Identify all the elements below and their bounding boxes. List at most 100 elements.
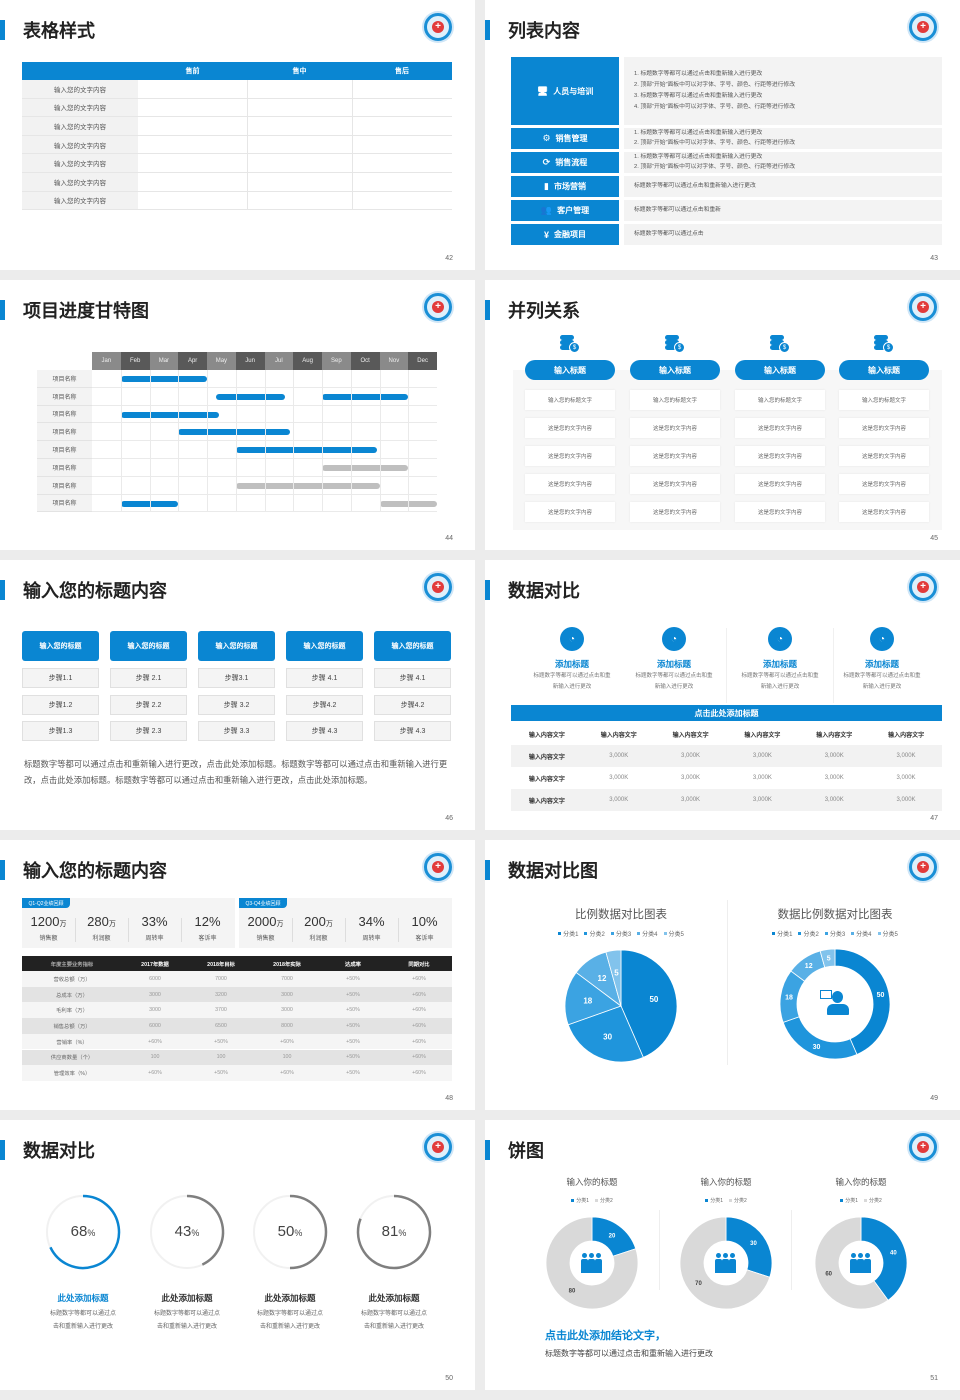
column-title-pill: 输入标题: [735, 360, 825, 380]
table-cell: +60%: [412, 1007, 426, 1014]
step-box: 步骤 3.2: [198, 695, 275, 715]
page-number: 43: [930, 255, 938, 262]
person-body: [722, 1259, 729, 1273]
page-number: 42: [445, 255, 453, 262]
legend-label: 分类1: [777, 932, 793, 938]
logo: +: [424, 1133, 452, 1161]
step-box: 步骤1.3: [22, 721, 99, 741]
legend-swatch: [705, 1199, 709, 1202]
row-label: 输入您的文字内容: [22, 117, 138, 136]
coins-icon: $: [770, 335, 790, 353]
kpi-label: 周转率: [145, 936, 164, 942]
slide-title: 列表内容: [508, 21, 580, 41]
table-cell: 输入内容文字: [528, 798, 565, 805]
ring-title: 此处添加标题: [57, 1293, 109, 1303]
kpi-value: 2000 万: [239, 914, 292, 929]
table-header-cell: 输入内容文字: [816, 732, 853, 739]
table-cell: 总成本（万）: [56, 992, 88, 999]
ring-title: 此处添加标题: [264, 1293, 316, 1303]
table-header-cell: 同期对比: [408, 961, 430, 968]
legend-item: 分类3: [610, 929, 631, 938]
table-cell: 3,000K: [824, 797, 844, 803]
value-number: 12%: [194, 914, 221, 929]
item-description: 1. 标题数字等都可以通过点击和重新输入进行更改 2. 顶部“开始”面板中可以对字…: [624, 128, 942, 149]
month-header: Jul: [264, 352, 294, 370]
legend-label: 分类2: [803, 932, 819, 938]
table-cell: 7000: [281, 975, 293, 982]
kpi-value: 12%: [181, 914, 234, 929]
person-head: [716, 1253, 721, 1258]
kpi-value: 1200 万: [22, 914, 75, 929]
table-cell: 100: [216, 1054, 226, 1061]
column-cell: 这是您的文字内容: [525, 474, 615, 494]
person-body: [729, 1259, 736, 1273]
divider: [727, 900, 728, 1065]
table-cell: 3,000K: [609, 797, 629, 803]
slide-title: 输入您的标题内容: [23, 581, 167, 601]
cell-divider: [247, 154, 248, 173]
kpi-label: 周转率: [362, 936, 381, 942]
table-row: [22, 1065, 452, 1081]
coin-layer: [665, 335, 679, 340]
legend-swatch: [584, 932, 588, 935]
gantt-row-label: 项目名称: [37, 459, 92, 477]
page-number: 44: [445, 535, 453, 542]
kpi-divider: [292, 918, 293, 942]
value-number: 81: [381, 1223, 399, 1240]
legend-label: 分类5: [882, 932, 898, 938]
accent-bar: [0, 20, 5, 40]
legend-item: 分类4: [851, 929, 872, 938]
table-cell: 6000: [149, 1022, 161, 1029]
legend-swatch: [595, 1199, 598, 1202]
month-header: Jan: [92, 352, 121, 370]
person-body: [857, 1259, 864, 1273]
kpi-divider: [345, 918, 346, 942]
donut-charts: 20 80 30 70 40 60: [545, 1216, 908, 1310]
value-unit: 万: [325, 920, 333, 928]
accent-bar: [485, 20, 490, 40]
accent-bar: [0, 1140, 5, 1160]
gantt-bar: [120, 411, 219, 418]
logo: +: [909, 853, 937, 881]
kpi-value: 34%: [345, 914, 398, 929]
table-cell: +50%: [346, 991, 360, 998]
list-item-4: ▮ 市场营销: [511, 176, 619, 197]
row-label: 输入您的文字内容: [22, 173, 138, 192]
legend-label: 分类4: [856, 932, 872, 938]
table-row: [22, 99, 452, 118]
slide-steps: 输入您的标题内容 + 标题数字等都可以通过点击和重新输入进行更改，点击此处添加标题。…: [0, 560, 475, 830]
description-line: 1. 标题数字等都可以通过点击和重新输入进行更改: [634, 71, 763, 77]
value-number: 33%: [141, 914, 168, 929]
month-header: May: [207, 352, 236, 370]
table-cell: 8000: [281, 1022, 293, 1029]
kpi-divider: [398, 918, 399, 942]
step-box: 步骤 4.1: [286, 668, 363, 688]
description-line: 4. 顶部“开始”面板中可以对字体、字号、颜色、行距等进行修改: [634, 104, 796, 110]
column-title-pill: 输入标题: [525, 360, 615, 380]
kpi-label: 利润额: [309, 936, 328, 942]
table-row: [22, 80, 452, 99]
table-row: [22, 1033, 452, 1050]
gantt-gridline: [408, 370, 410, 513]
pie-slice: [564, 971, 622, 1026]
slice-label: 5: [614, 968, 619, 977]
table-cell: 3,000K: [896, 797, 916, 803]
cell-divider: [247, 117, 248, 136]
gantt-bar: [322, 465, 409, 471]
gantt-row-label: 项目名称: [37, 405, 92, 424]
slice-label: 70: [695, 1281, 702, 1287]
table-cell: 3,000K: [896, 775, 916, 781]
step-header: 输入您的标题: [374, 631, 451, 661]
value-number: 10%: [411, 914, 438, 929]
legend-label: 分类2: [869, 1198, 882, 1204]
slide-table-style: 表格样式 +42 售前 售中 售后 输入您的文字内容 输入您的文字内容 输入您的文字内容 输入您…: [0, 0, 475, 270]
slide-list-content: 列表内容 +43 🖥 人员与培训 1. 标题数字等都可以通过点击和重新输入进行更改 2. …: [485, 0, 960, 270]
value-number: 68: [70, 1223, 88, 1240]
legend-swatch: [637, 932, 641, 935]
cell-divider: [352, 154, 353, 173]
user-gear-icon: ⚙: [542, 133, 551, 143]
kpi-value: 280 万: [75, 914, 128, 929]
ring-description: 标题数字等都可以通过点: [49, 1311, 116, 1317]
column-cell: 这是您的文字内容: [839, 418, 929, 438]
panel-tag: Q3-Q4业绩回顾: [239, 898, 287, 908]
